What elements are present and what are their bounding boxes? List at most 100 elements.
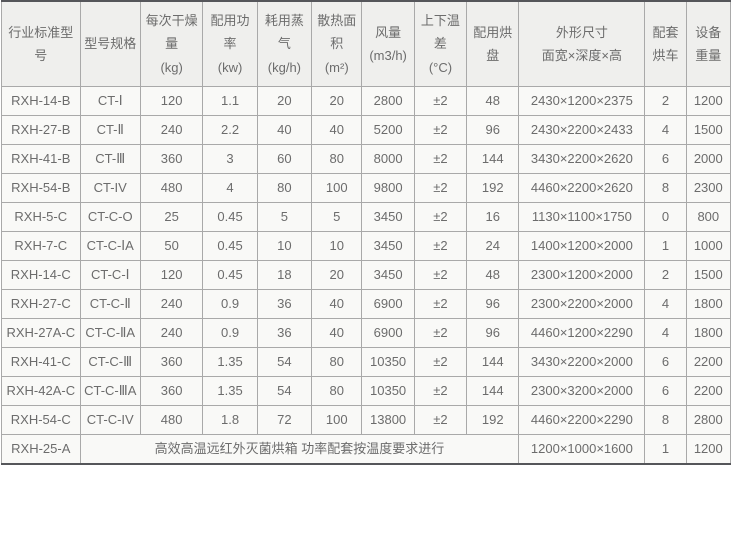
table-cell: 6 <box>644 376 687 406</box>
table-cell: 20 <box>256 86 313 116</box>
table-row: RXH-7-C CT-C-ⅠA 50 0.45 10 10 3450 ±2 24 1400×120… <box>1 231 732 261</box>
footer-cell-weight: 1200 <box>685 434 732 465</box>
table-cell: ±2 <box>413 318 468 348</box>
table-cell: ±2 <box>413 260 468 290</box>
table-cell: ±2 <box>413 115 468 145</box>
column-unit: (m²) <box>324 59 349 75</box>
table-row: RXH-42A-C CT-C-ⅢA 360 1.35 54 80 10350 ±2 144 230… <box>1 376 732 406</box>
column-label: 外形尺寸 <box>555 24 608 40</box>
table-cell: 2800 <box>361 86 415 116</box>
table-cell: 20 <box>311 86 363 116</box>
table-body: RXH-14-B CT-Ⅰ 120 1.1 20 20 2800 ±2 48 2430×1200×… <box>1 86 732 465</box>
table-cell: 36 <box>256 289 313 319</box>
table-cell: 1130×1100×1750 <box>518 202 646 232</box>
table-cell: ±2 <box>413 144 468 174</box>
table-row: RXH-14-C CT-C-Ⅰ 120 0.45 18 20 3450 ±2 48 2300×12… <box>1 260 732 290</box>
table-cell: 10 <box>311 231 363 261</box>
table-cell: 2300×3200×2000 <box>518 376 646 406</box>
table-cell: ±2 <box>413 376 468 406</box>
footer-cell-model: RXH-25-A <box>1 434 81 465</box>
table-cell: 360 <box>139 347 204 377</box>
table-cell: 2300×2200×2000 <box>518 289 646 319</box>
table-cell: 120 <box>139 86 204 116</box>
table-cell: ±2 <box>413 86 468 116</box>
table-row: RXH-27-C CT-C-Ⅱ 240 0.9 36 40 6900 ±2 96 2300×220… <box>1 289 732 319</box>
table-cell: 2 <box>644 86 687 116</box>
column-unit: (°C) <box>428 59 453 75</box>
table-cell: 100 <box>311 173 363 203</box>
column-header-1: 型号规格 <box>79 0 141 87</box>
column-unit: (m3/h) <box>369 48 407 63</box>
table-cell: 3450 <box>361 202 415 232</box>
table-cell: 3 <box>202 144 258 174</box>
table-cell: 0.45 <box>202 231 258 261</box>
table-cell: 144 <box>466 376 520 406</box>
table-cell: 6900 <box>361 289 415 319</box>
table-cell: CT-C-ⅢA <box>79 376 141 406</box>
table-cell: CT-C-O <box>79 202 141 232</box>
table-row: RXH-41-C CT-C-Ⅲ 360 1.35 54 80 10350 ±2 144 3430×… <box>1 347 732 377</box>
column-label: 行业标准型号 <box>8 24 74 63</box>
column-unit: 面宽×深度×高 <box>541 48 622 63</box>
table-row: RXH-54-C CT-C-IV 480 1.8 72 100 13800 ±2 192 4460… <box>1 405 732 435</box>
table-cell: 2800 <box>685 405 732 435</box>
table-cell: 1.35 <box>202 376 258 406</box>
dryer-spec-table: 行业标准型号 型号规格 每次干燥量 (kg) 配用功率 (kw) 耗用蒸气 (kg/h) 散热面… <box>1 0 732 465</box>
table-cell: 60 <box>256 144 313 174</box>
table-cell: 5200 <box>361 115 415 145</box>
table-cell: 0 <box>644 202 687 232</box>
table-cell: 3450 <box>361 231 415 261</box>
table-cell: 40 <box>311 115 363 145</box>
column-header-10: 配套烘车 <box>644 0 687 87</box>
table-cell: 40 <box>256 115 313 145</box>
column-header-0: 行业标准型号 <box>1 0 81 87</box>
table-cell: 2000 <box>685 144 732 174</box>
column-header-11: 设备重量 <box>685 0 732 87</box>
table-cell: 16 <box>466 202 520 232</box>
table-cell: CT-C-IV <box>79 405 141 435</box>
table-row: RXH-41-B CT-Ⅲ 360 3 60 80 8000 ±2 144 3430×2200×2… <box>1 144 732 174</box>
table-cell: 0.9 <box>202 289 258 319</box>
column-label: 每次干燥量 <box>145 12 198 52</box>
table-cell: 5 <box>311 202 363 232</box>
table-cell: 480 <box>139 405 204 435</box>
table-cell: 48 <box>466 86 520 116</box>
table-cell: 1400×1200×2000 <box>518 231 646 261</box>
table-header: 行业标准型号 型号规格 每次干燥量 (kg) 配用功率 (kw) 耗用蒸气 (kg/h) 散热面… <box>1 0 732 87</box>
table-row: RXH-27A-C CT-C-ⅡA 240 0.9 36 40 6900 ±2 96 4460×1… <box>1 318 732 348</box>
table-cell: 80 <box>311 376 363 406</box>
table-row: RXH-54-B CT-IV 480 4 80 100 9800 ±2 192 4460×2200… <box>1 173 732 203</box>
table-cell: 3430×2200×2000 <box>518 347 646 377</box>
table-cell: 36 <box>256 318 313 348</box>
table-cell: ±2 <box>413 202 468 232</box>
column-label: 配用功率 <box>210 12 250 52</box>
table-cell: 80 <box>311 144 363 174</box>
column-unit: (kg/h) <box>267 59 302 75</box>
table-cell: RXH-41-C <box>1 347 81 377</box>
table-cell: 8 <box>644 405 687 435</box>
table-cell: CT-Ⅲ <box>79 144 141 174</box>
table-cell: 2200 <box>685 347 732 377</box>
table-cell: RXH-5-C <box>1 202 81 232</box>
footer-cell-dimensions: 1200×1000×1600 <box>518 434 646 465</box>
table-cell: 10 <box>256 231 313 261</box>
table-cell: 2200 <box>685 376 732 406</box>
table-cell: 192 <box>466 173 520 203</box>
table-cell: 4 <box>644 115 687 145</box>
table-cell: 1 <box>644 231 687 261</box>
table-cell: RXH-14-C <box>1 260 81 290</box>
table-cell: 6 <box>644 347 687 377</box>
table-row: RXH-14-B CT-Ⅰ 120 1.1 20 20 2800 ±2 48 2430×1200×… <box>1 86 732 116</box>
table-cell: CT-C-ⅡA <box>79 318 141 348</box>
table-cell: 0.45 <box>202 202 258 232</box>
table-cell: 24 <box>466 231 520 261</box>
table-cell: 10350 <box>361 376 415 406</box>
table-cell: 0.9 <box>202 318 258 348</box>
table-cell: 2.2 <box>202 115 258 145</box>
column-label: 耗用蒸气 <box>264 12 304 52</box>
table-cell: RXH-54-B <box>1 173 81 203</box>
table-cell: 1.8 <box>202 405 258 435</box>
table-cell: 8 <box>644 173 687 203</box>
table-cell: RXH-14-B <box>1 86 81 116</box>
